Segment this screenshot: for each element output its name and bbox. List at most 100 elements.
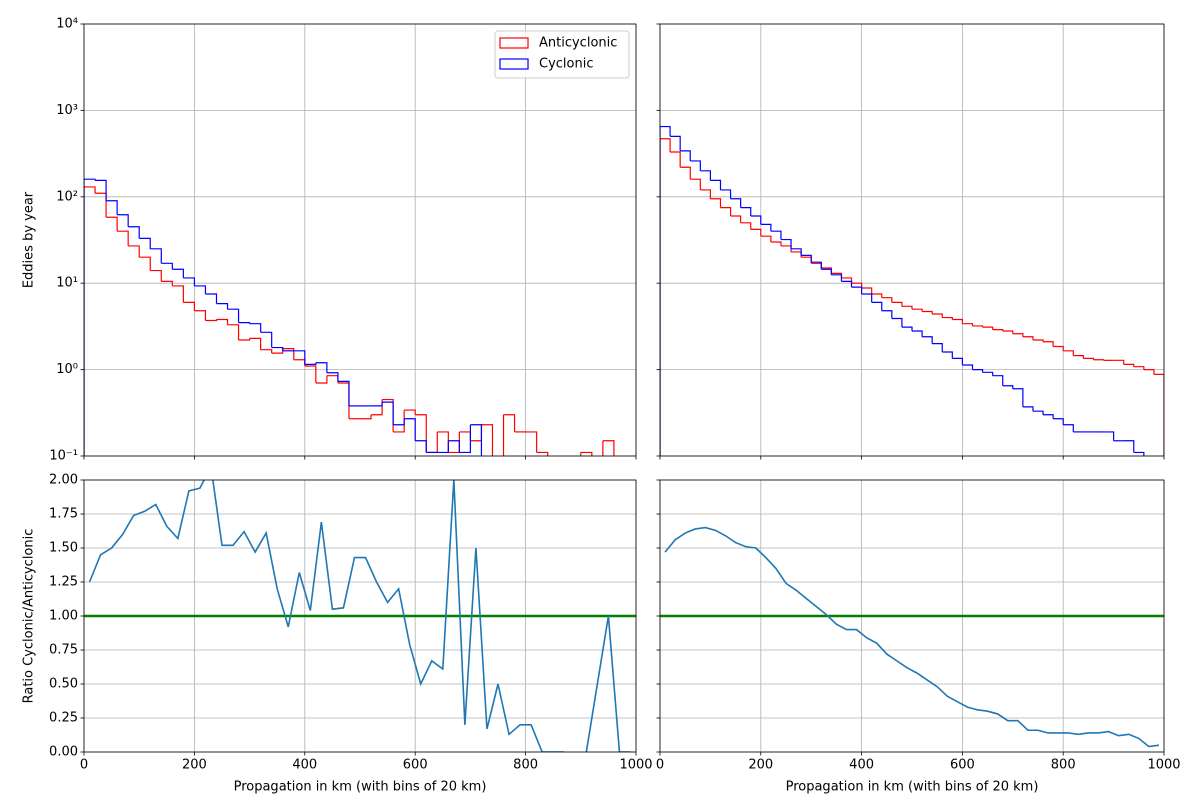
y-axis-label: Eddies by year [22,191,37,288]
histogram-step [710,179,722,190]
histogram-step [1143,369,1155,375]
histogram-step [942,351,953,359]
histogram-step [1063,424,1074,432]
histogram-step [106,216,118,232]
histogram-step [502,414,505,456]
histogram-step [780,238,792,249]
y-tick-label: 10³ [56,103,78,118]
axes-frame [659,23,1165,457]
x-tick-label: 200 [748,758,773,773]
y-tick-label: 10¹ [56,276,78,291]
histogram-step [841,277,853,284]
histogram-step [760,223,772,232]
histogram-step [382,401,394,425]
histogram-step [1103,431,1115,441]
y-tick-label: 1.00 [49,609,78,624]
histogram-step [891,301,903,307]
x-tick-label: 200 [182,758,207,773]
histogram-step [260,349,273,354]
histogram-step [932,342,943,352]
x-tick-label: 400 [292,758,317,773]
ratio-line [88,480,565,752]
histogram-step [1012,388,1024,407]
histogram-step [720,189,732,199]
histogram-step [710,198,722,208]
histogram-step [525,431,538,453]
histogram-step [912,308,923,312]
histogram-step [580,452,582,456]
histogram-step [393,410,405,433]
y-tick-label: 0.00 [49,745,78,760]
histogram-step [861,293,873,303]
histogram-step [942,316,953,320]
histogram-step [992,375,1004,386]
histogram-step [740,222,752,230]
histogram-step [84,178,96,456]
histogram-step [337,380,350,406]
histogram-step [161,262,173,270]
ratio-line [585,615,631,752]
histogram-step [183,301,195,311]
histogram-step [1022,406,1034,412]
histogram-step [770,230,782,240]
histogram-step [982,326,994,330]
plot-area [84,480,636,752]
histogram-step [426,431,438,454]
histogram-step [205,293,218,304]
x-tick-label: 400 [849,758,874,773]
histogram-step [952,318,963,324]
histogram-step [1133,451,1145,456]
axes-frame [83,479,637,753]
histogram-step [730,215,742,223]
histogram-step [1053,345,1064,351]
histogram-step [1002,385,1014,389]
histogram-step [415,414,427,453]
histogram-step [791,248,802,256]
x-tick-label: 800 [1051,758,1076,773]
histogram-step [730,198,742,208]
y-tick-label: 1.50 [49,541,78,556]
histogram-step [1032,339,1044,342]
histogram-step [1012,333,1024,337]
histogram-step [172,268,184,278]
y-tick-label: 1.75 [49,507,78,522]
histogram-step [282,348,295,360]
histogram-step [1093,359,1105,361]
histogram-step [337,382,350,419]
histogram-step [690,160,701,171]
histogram-step [437,431,449,453]
x-axis-label: Propagation in km (with bins of 20 km) [786,780,1039,795]
histogram-step [216,318,229,325]
histogram-step [700,170,711,181]
x-tick-label: 0 [656,758,664,773]
histogram-step [750,215,762,225]
histogram-step [238,338,251,341]
histogram-step [962,364,974,370]
histogram-step [448,431,460,454]
histogram-step [1063,350,1074,356]
histogram-step [922,336,933,344]
histogram-step [227,308,240,323]
histogram-step [470,424,483,456]
histogram-step [470,424,483,442]
histogram-step [861,287,873,294]
histogram-step [1133,366,1145,370]
histogram-step [371,399,383,416]
histogram-step [1123,440,1135,453]
histogram-step [901,305,913,310]
histogram-step [720,206,732,216]
histogram-step [293,350,306,365]
histogram-step [448,440,460,453]
y-tick-label: 2.00 [49,473,78,488]
histogram-step [1123,363,1135,367]
histogram-step [871,293,883,298]
histogram-step [801,254,812,263]
histogram-step [194,285,207,294]
y-tick-label: 1.25 [49,575,78,590]
histogram-step [404,409,416,415]
histogram-step [260,331,273,348]
histogram-step [760,235,772,242]
x-tick-label: 0 [80,758,88,773]
histogram-step [670,135,681,151]
histogram-step [922,310,933,315]
